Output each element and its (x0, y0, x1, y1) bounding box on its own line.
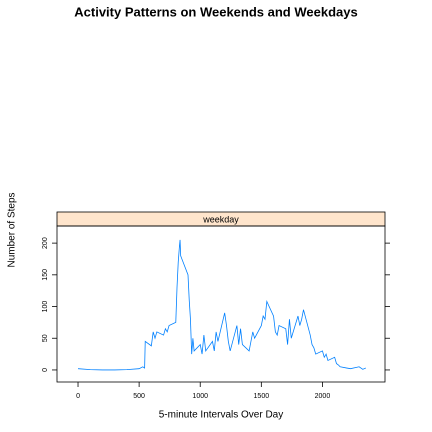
x-tick-label: 2000 (315, 393, 331, 400)
panel-label: weekday (202, 214, 239, 224)
y-tick-label: 200 (42, 237, 49, 249)
y-tick-label: 50 (42, 334, 49, 342)
y-tick-label: 100 (42, 301, 49, 313)
x-tick-label: 0 (76, 393, 80, 400)
x-tick-label: 1500 (254, 393, 270, 400)
y-tick-label: 0 (42, 368, 49, 372)
y-axis-label: Number of Steps (7, 192, 18, 267)
panel-frame (56, 225, 386, 383)
line (77, 239, 366, 371)
x-tick-label: 500 (133, 393, 145, 400)
chart-title: Activity Patterns on Weekends and Weekda… (74, 4, 357, 19)
x-tick-label: 1000 (192, 393, 208, 400)
x-axis-label: 5-minute Intervals Over Day (159, 410, 284, 421)
y-tick-label: 150 (42, 269, 49, 281)
